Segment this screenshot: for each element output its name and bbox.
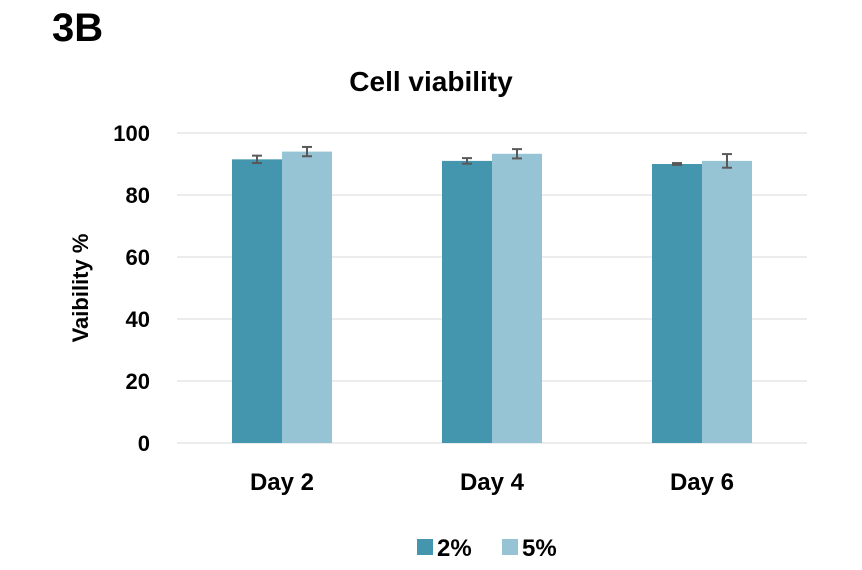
bars bbox=[232, 152, 752, 443]
bar-2pct-day-4 bbox=[442, 161, 492, 443]
x-tick-label: Day 6 bbox=[670, 469, 734, 496]
bar-5pct-day-4 bbox=[492, 154, 542, 443]
y-tick-label: 40 bbox=[126, 307, 150, 332]
bar-2pct-day-6 bbox=[652, 164, 702, 443]
y-tick-label: 100 bbox=[113, 121, 150, 146]
legend: 2% 5% bbox=[417, 535, 557, 562]
legend-swatch bbox=[502, 539, 518, 555]
legend-label: 5% bbox=[522, 535, 557, 562]
y-tick-label: 60 bbox=[126, 245, 150, 270]
error-bar bbox=[672, 163, 682, 165]
legend-swatch bbox=[417, 539, 433, 555]
x-tick-label: Day 2 bbox=[250, 469, 314, 496]
y-tick-label: 20 bbox=[126, 369, 150, 394]
x-tick-labels: Day 2 Day 4 Day 6 bbox=[250, 469, 734, 496]
bar-5pct-day-2 bbox=[282, 152, 332, 443]
bar-5pct-day-6 bbox=[702, 161, 752, 443]
bar-2pct-day-2 bbox=[232, 159, 282, 443]
y-tick-label: 0 bbox=[138, 431, 150, 456]
chart-title: Cell viability bbox=[349, 66, 513, 97]
legend-label: 2% bbox=[437, 535, 472, 562]
y-tick-labels: 0 20 40 60 80 100 bbox=[113, 121, 150, 456]
y-tick-label: 80 bbox=[126, 183, 150, 208]
x-tick-label: Day 4 bbox=[460, 469, 525, 496]
y-axis-label: Vaibility % bbox=[68, 234, 93, 343]
